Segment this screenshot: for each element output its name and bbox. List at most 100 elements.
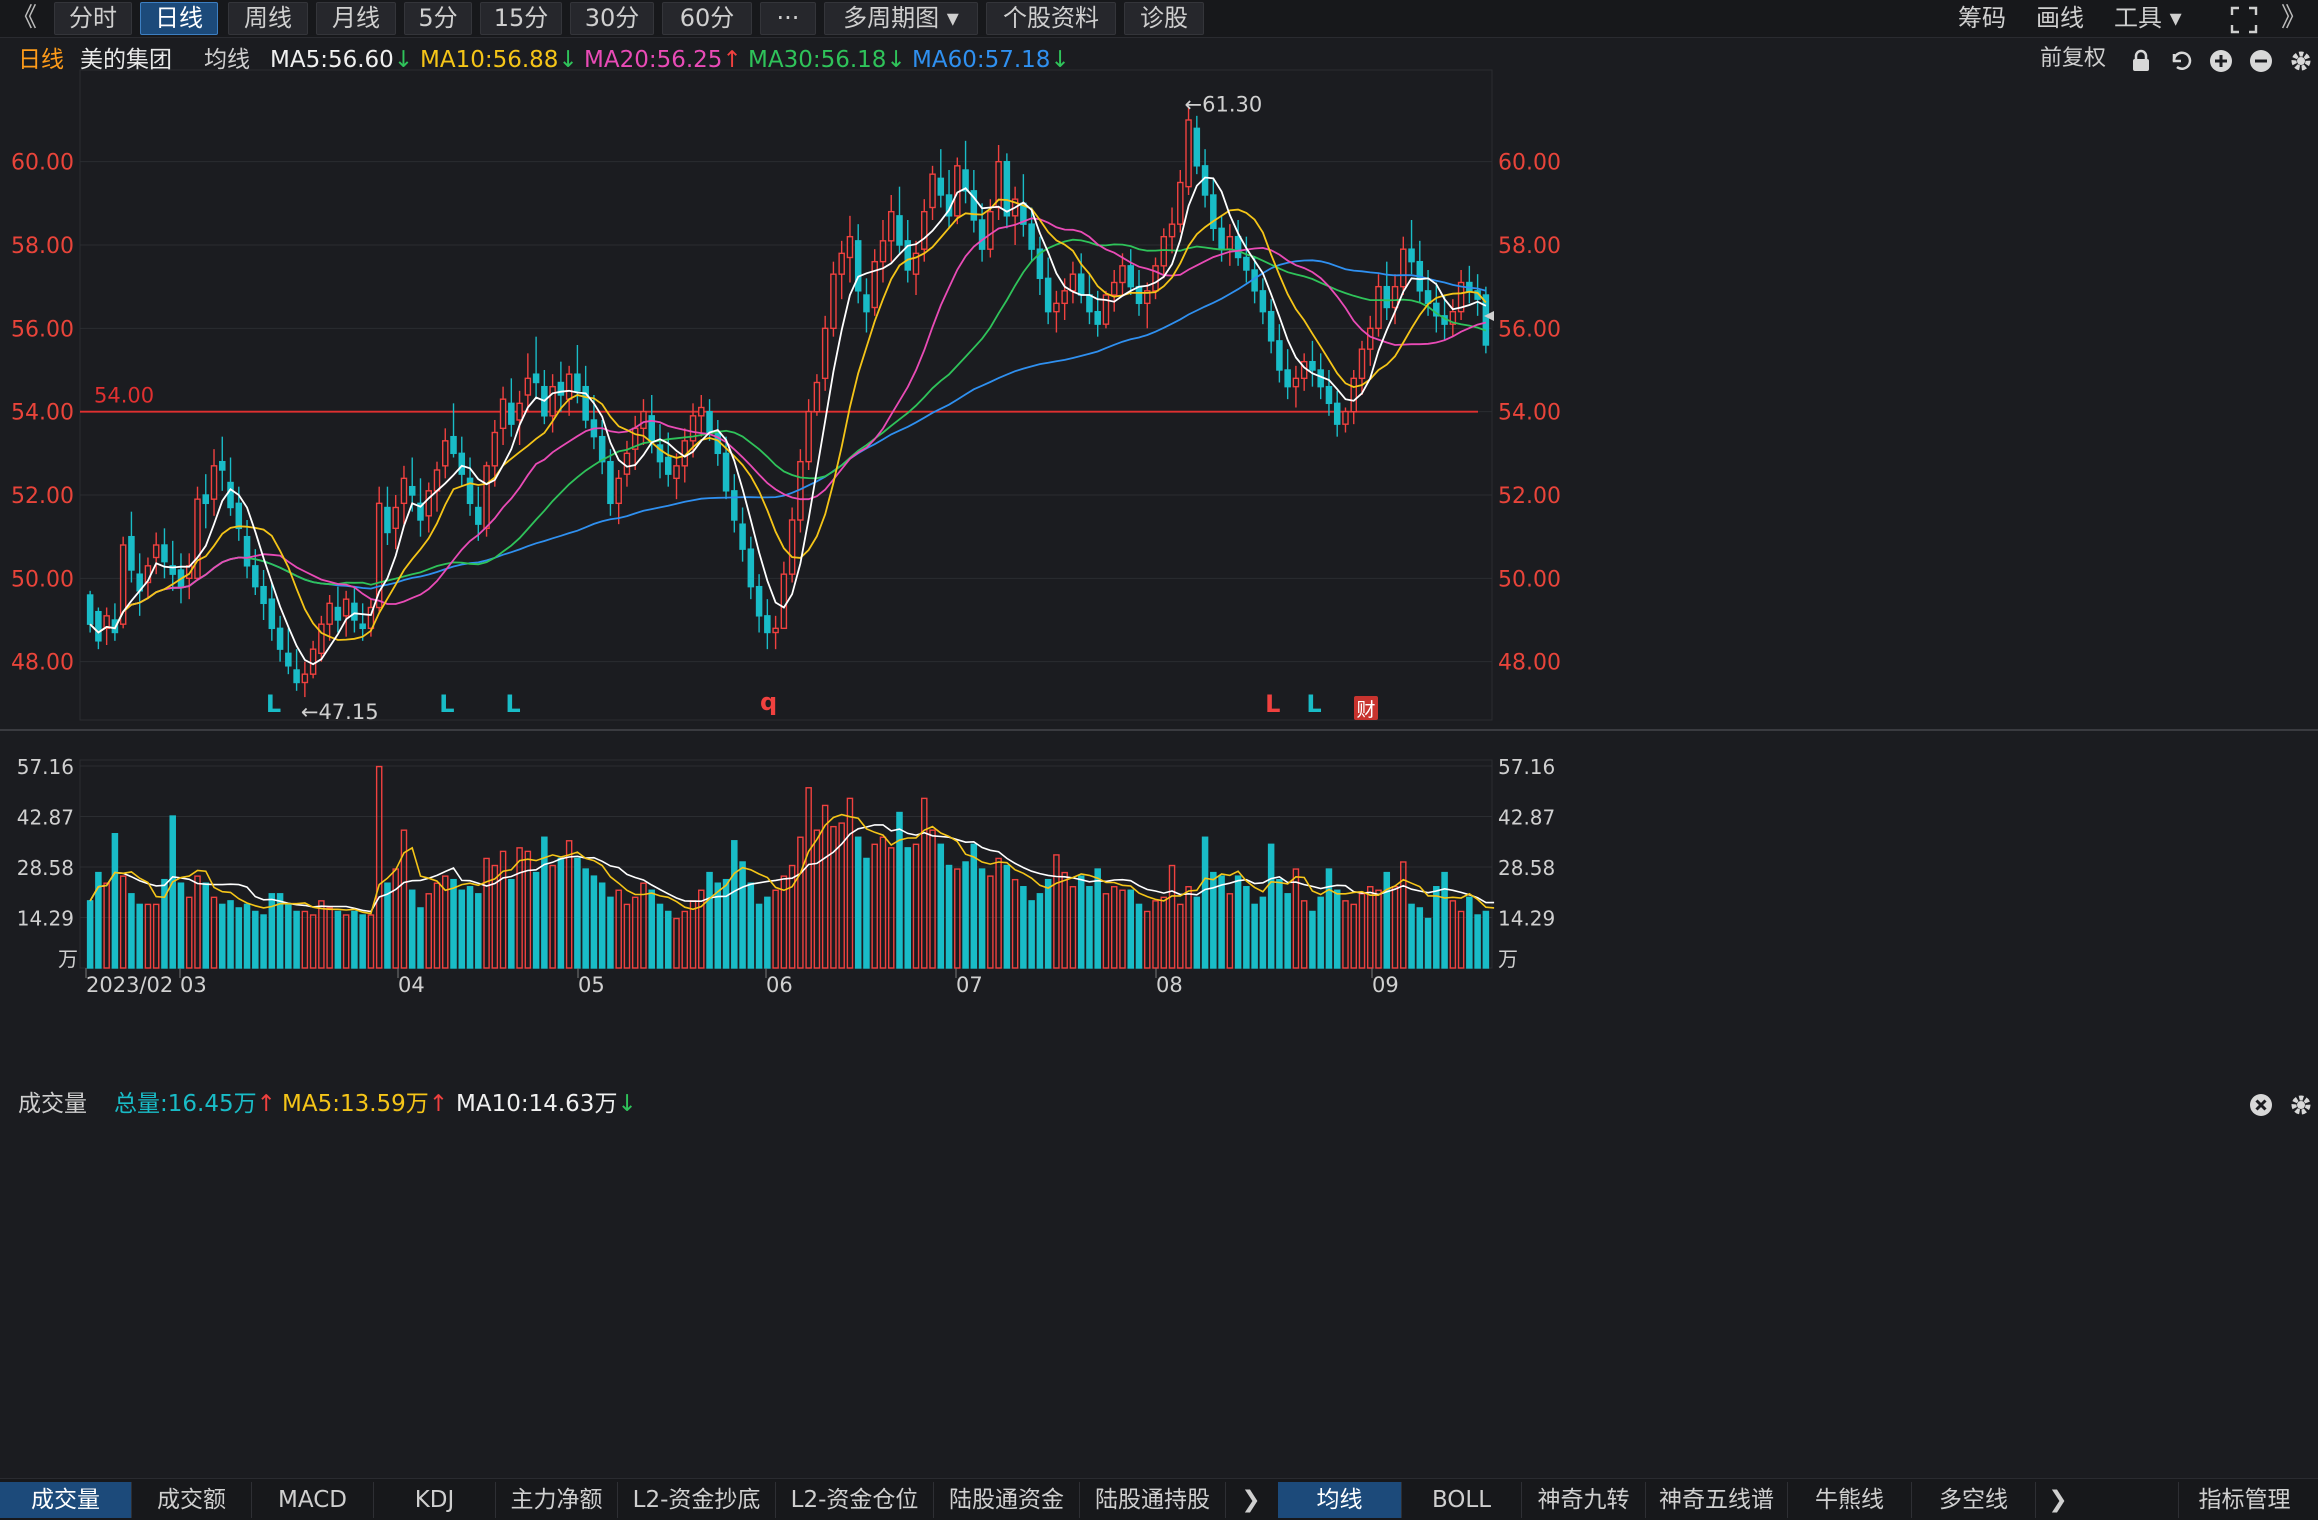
candle — [1226, 224, 1234, 266]
ma-label[interactable]: 均线 — [204, 47, 250, 73]
tab-volume[interactable]: 成交量 — [0, 1482, 132, 1518]
tab-main-net[interactable]: 主力净额 — [496, 1482, 618, 1518]
candle-body — [1325, 385, 1333, 405]
indicators-next-arrow-icon[interactable]: ❯ — [2048, 1487, 2068, 1513]
candle — [86, 590, 94, 633]
chips-button[interactable]: 筹码 — [1958, 4, 2006, 32]
close-icon[interactable] — [2248, 1092, 2274, 1118]
price-chart[interactable]: 60.00 60.00 58.00 58.00 56.00 56.00 54.00 54.00… — [0, 69, 2318, 731]
adjust-mode-button[interactable]: 前复权 — [2040, 46, 2107, 71]
candle-body — [499, 398, 507, 430]
candle — [970, 170, 978, 233]
volume-tick-right: 14.29 — [1498, 907, 1555, 931]
tab-northbound-holding[interactable]: 陆股通持股 — [1080, 1482, 1226, 1518]
period-60min-button[interactable]: 60分 — [662, 2, 752, 35]
tab-magic-nine[interactable]: 神奇九转 — [1522, 1482, 1646, 1518]
volume-chart[interactable]: 57.16 57.16 42.87 42.87 28.58 28.58 14.29 14.29… — [17, 755, 1556, 997]
tab-kdj[interactable]: KDJ — [374, 1482, 496, 1518]
x-axis-label: 06 — [766, 973, 793, 997]
candle — [1086, 274, 1093, 325]
candle — [1036, 236, 1044, 295]
undo-icon[interactable] — [2168, 48, 2194, 74]
lock-icon[interactable] — [2128, 48, 2154, 74]
volume-bar — [227, 900, 234, 969]
tab-long-short-line[interactable]: 多空线 — [1912, 1482, 2036, 1518]
tab-turnover[interactable]: 成交额 — [132, 1482, 252, 1518]
candle — [863, 278, 870, 333]
period-30min-button[interactable]: 30分 — [570, 2, 654, 35]
indicator-manage-button[interactable]: 指标管理 — [2178, 1482, 2310, 1518]
tab-l2-bottom[interactable]: L2-资金抄底 — [618, 1482, 776, 1518]
period-weekly-button[interactable]: 周线 — [228, 2, 308, 35]
volume-bar — [433, 882, 441, 969]
tab-boll[interactable]: BOLL — [1402, 1482, 1522, 1518]
volume-settings-gear-icon[interactable] — [2288, 1092, 2314, 1118]
volume-bar — [499, 850, 507, 969]
stock-info-button[interactable]: 个股资料 — [986, 2, 1116, 35]
tab-l2-position[interactable]: L2-资金仓位 — [776, 1482, 934, 1518]
candle — [136, 553, 143, 616]
candle — [260, 570, 267, 620]
candle-body — [1408, 248, 1415, 263]
tab-northbound-flow[interactable]: 陆股通资金 — [934, 1482, 1080, 1518]
stock-name[interactable]: 美的集团 — [80, 47, 172, 73]
signal-marker-q: q — [760, 688, 777, 716]
candle-body — [722, 452, 730, 492]
volume-bar — [111, 833, 119, 969]
period-15min-button[interactable]: 15分 — [480, 2, 562, 35]
candle — [780, 561, 788, 630]
candle-body — [1482, 294, 1490, 346]
volume-bar — [1267, 843, 1275, 969]
volume-tick-left: 42.87 — [17, 806, 74, 830]
volume-ma5-line — [89, 813, 1495, 915]
candle-body — [739, 523, 746, 550]
prev-nav-icon[interactable]: 《 — [10, 3, 37, 33]
tabs-next-arrow-icon[interactable]: ❯ — [1241, 1487, 1261, 1513]
candle — [499, 386, 507, 445]
volume-bar — [673, 917, 680, 969]
candle-body — [1135, 285, 1143, 305]
candle-body — [731, 490, 738, 521]
tab-bull-bear-line[interactable]: 牛熊线 — [1788, 1482, 1912, 1518]
price-tick-right: 58.00 — [1498, 234, 1561, 259]
candle-body — [483, 465, 490, 530]
volume-bar — [516, 847, 523, 969]
tools-dropdown[interactable]: 工具 ▾ — [2114, 4, 2182, 32]
volume-bar — [1441, 871, 1448, 969]
zoom-out-icon[interactable] — [2248, 48, 2274, 74]
signal-marker-L: L — [439, 690, 454, 718]
candle-body — [1152, 265, 1159, 292]
zoom-in-icon[interactable] — [2208, 48, 2234, 74]
period-monthly-button[interactable]: 月线 — [316, 2, 396, 35]
tab-macd[interactable]: MACD — [252, 1482, 374, 1518]
candle-body — [210, 465, 218, 500]
period-5min-button[interactable]: 5分 — [404, 2, 472, 35]
volume-bar — [243, 903, 251, 969]
volume-bar — [1457, 910, 1465, 969]
tab-magic-five-lines[interactable]: 神奇五线谱 — [1646, 1482, 1788, 1518]
volume-bar — [466, 886, 474, 969]
tab-ma-overlay[interactable]: 均线 — [1278, 1482, 1402, 1518]
candle-body — [161, 544, 168, 563]
candle-body — [532, 373, 540, 384]
period-daily-button[interactable]: 日线 — [140, 2, 218, 35]
next-nav-icon[interactable]: 》 — [2280, 3, 2307, 33]
candle-body — [367, 606, 375, 630]
candle-body — [648, 415, 655, 442]
candle-body — [194, 498, 201, 580]
multi-period-dropdown[interactable]: 多周期图 ▾ — [824, 2, 978, 35]
volume-bar — [582, 868, 589, 969]
volume-bar — [681, 910, 689, 969]
draw-line-button[interactable]: 画线 — [2036, 4, 2084, 32]
gear-icon[interactable] — [2288, 48, 2314, 74]
candle — [1259, 278, 1267, 325]
ma10-value: MA10:56.88↓ — [420, 47, 578, 73]
period-intraday-button[interactable]: 分时 — [54, 2, 132, 35]
candle-body — [1069, 273, 1077, 292]
more-periods-button[interactable]: ··· — [760, 2, 816, 35]
candle-body — [1077, 273, 1085, 296]
fullscreen-icon[interactable] — [2230, 6, 2258, 34]
stock-diagnosis-button[interactable]: 诊股 — [1124, 2, 1204, 35]
